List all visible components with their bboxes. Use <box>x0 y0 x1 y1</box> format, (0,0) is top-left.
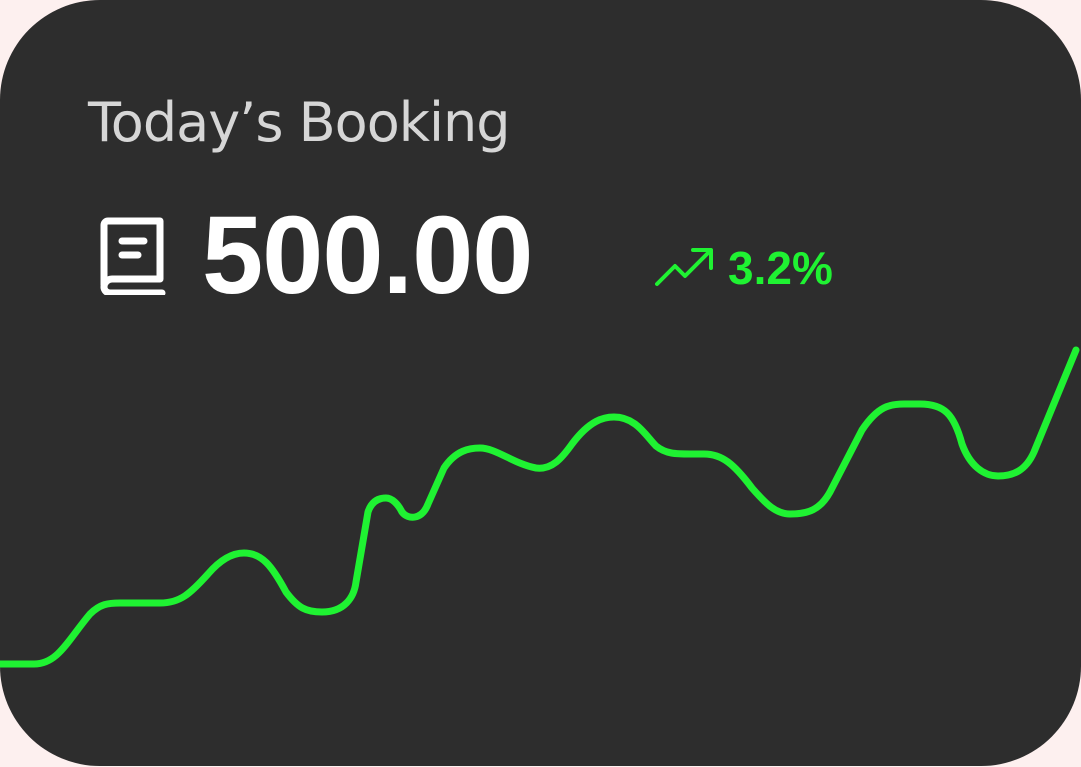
trending-up-icon <box>655 248 713 286</box>
change-percentage: 3.2% <box>728 242 833 294</box>
card-title: Today’s Booking <box>88 91 511 154</box>
sparkline-series-line <box>0 346 1080 668</box>
booking-value: 500.00 <box>202 194 533 317</box>
book-icon <box>100 217 166 295</box>
